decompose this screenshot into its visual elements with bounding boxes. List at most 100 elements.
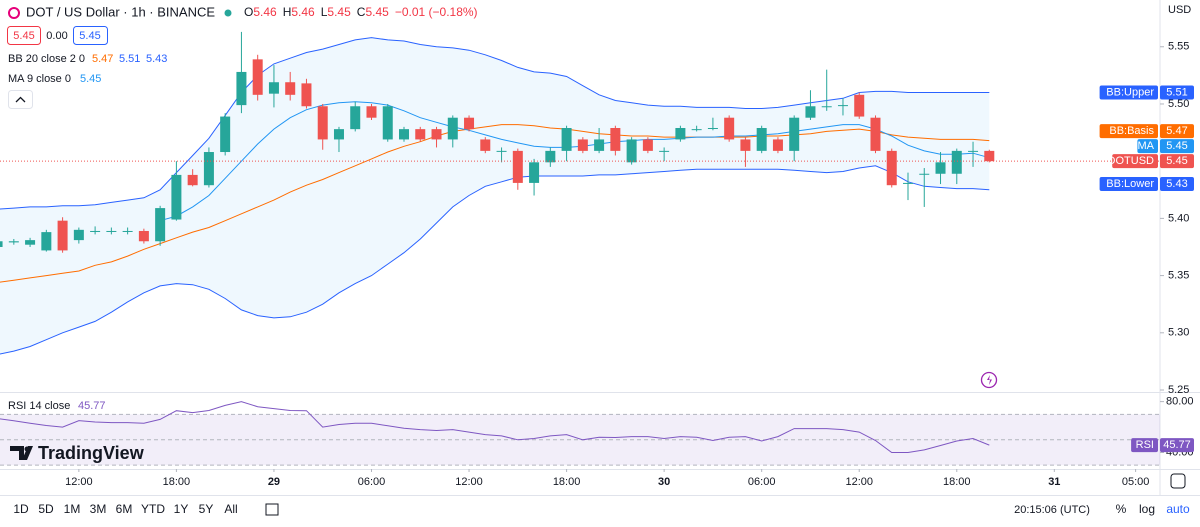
candle-body — [789, 117, 800, 151]
candle-body — [740, 139, 751, 151]
rsi-pane — [0, 401, 1160, 466]
x-tick-label: 06:00 — [748, 476, 776, 488]
price-pane — [0, 31, 1160, 355]
ohlc-key: L — [321, 5, 328, 19]
ma-legend: MA 9 close 0 — [8, 73, 71, 85]
ohlc-change: −0.01 (−0.18%) — [395, 5, 478, 19]
candle-body — [317, 106, 328, 140]
market-status — [224, 9, 232, 17]
axis-tag-value: 5.45 — [1166, 155, 1187, 167]
candle-body — [561, 127, 572, 151]
indicator-line — [0, 124, 990, 283]
ohlc-key: O — [244, 5, 253, 19]
candle-body — [903, 182, 914, 184]
candle-body — [25, 240, 36, 245]
collapse-button[interactable] — [8, 90, 33, 109]
interval-button[interactable]: All — [224, 502, 237, 516]
rsi-legend-value: 45.77 — [78, 400, 106, 412]
bid-box[interactable] — [7, 26, 41, 45]
ohlc-value: 5.45 — [365, 5, 389, 19]
axis-tag-name-bg — [1099, 124, 1158, 139]
axis-tag-name: MA — [1138, 140, 1155, 152]
x-tick-label: 12:00 — [65, 476, 93, 488]
candle-body — [968, 150, 979, 152]
axis-tag-name: BB:Basis — [1109, 125, 1154, 137]
candle-body — [268, 82, 279, 94]
scale-option[interactable]: log — [1139, 502, 1155, 516]
x-tick-label: 06:00 — [358, 476, 386, 488]
symbol-icon — [8, 7, 20, 19]
axis-tag-value-bg — [1160, 85, 1194, 100]
candle-body — [480, 139, 491, 151]
axis-tag-value: 45.77 — [1163, 439, 1191, 451]
axis-tag-value: 5.43 — [1166, 178, 1187, 190]
interval-button[interactable]: 1D — [13, 502, 29, 516]
candle-body — [870, 117, 881, 151]
candle-body — [41, 232, 52, 251]
toolbar: 1D 5D 1M 3M 6M YTD 1Y 5Y All% log auto — [13, 502, 1190, 516]
candle-body — [285, 82, 296, 95]
rsi-legend: RSI 14 close — [8, 400, 70, 412]
indicator-line — [0, 37, 990, 210]
scale-option[interactable]: % — [1116, 502, 1127, 516]
y-tick-label: 5.50 — [1168, 98, 1189, 110]
candle-body — [642, 139, 653, 151]
symbol-title[interactable]: DOT / US Dollar · 1h · BINANCE — [26, 4, 215, 19]
settings-icon[interactable] — [1170, 473, 1186, 489]
candle-body — [512, 150, 523, 183]
bb-legend-upper: 5.51 — [119, 53, 140, 65]
ohlc-value: 5.46 — [291, 5, 315, 19]
candle-body — [447, 117, 458, 140]
y-tick-label: 5.25 — [1168, 384, 1189, 396]
candle-body — [805, 106, 816, 118]
ask: 5.45 — [79, 30, 100, 42]
spread: 0.00 — [46, 30, 67, 42]
interval-button[interactable]: 1Y — [174, 502, 189, 516]
clock[interactable]: 20:15:06 (UTC) — [1014, 504, 1090, 516]
candle-body — [821, 106, 832, 108]
interval-button[interactable]: YTD — [141, 502, 165, 516]
interval-button[interactable]: 1M — [64, 502, 81, 516]
alert-icon[interactable] — [980, 371, 998, 389]
brand-name[interactable]: TradingView — [38, 443, 145, 463]
candle-body — [691, 129, 702, 131]
candle-body — [106, 230, 117, 232]
interval-button[interactable]: 6M — [116, 502, 133, 516]
candle-body — [626, 139, 637, 163]
candle-body — [90, 230, 101, 232]
candle-body — [431, 129, 442, 140]
candle-body — [675, 127, 686, 140]
axis-tag-name: BB:Upper — [1106, 86, 1154, 98]
candle-body — [919, 173, 930, 175]
interval-button[interactable]: 5D — [38, 502, 54, 516]
scale-option[interactable]: auto — [1166, 502, 1190, 516]
ask-box[interactable] — [73, 26, 108, 45]
interval-button[interactable]: 5Y — [199, 502, 214, 516]
interval-button[interactable]: 3M — [90, 502, 107, 516]
candle-body — [415, 129, 426, 140]
bid: 5.45 — [13, 30, 34, 42]
alert-bolt — [987, 375, 992, 385]
axis-tag-value: 5.51 — [1166, 86, 1187, 98]
y-tick-label: 5.40 — [1168, 212, 1189, 224]
x-tick-label: 29 — [268, 476, 280, 488]
axis-tag-value-bg — [1160, 139, 1194, 154]
candle-body — [772, 139, 783, 151]
axis-tag-name-bg — [1137, 139, 1158, 154]
x-tick-label: 18:00 — [553, 476, 581, 488]
rsi-band — [0, 414, 1160, 466]
candle-body — [594, 139, 605, 151]
candle-body — [577, 139, 588, 151]
candle-body — [724, 117, 735, 140]
x-tick-label: 12:00 — [455, 476, 483, 488]
brand-logo-dot — [24, 446, 30, 452]
candle-body — [464, 117, 475, 130]
axis-tag-value-bg — [1160, 177, 1194, 192]
candle-body — [399, 129, 410, 140]
candle-body — [756, 127, 767, 151]
candle-body — [138, 230, 149, 242]
currency[interactable]: USD — [1168, 4, 1191, 16]
date-range-icon[interactable] — [265, 503, 279, 516]
